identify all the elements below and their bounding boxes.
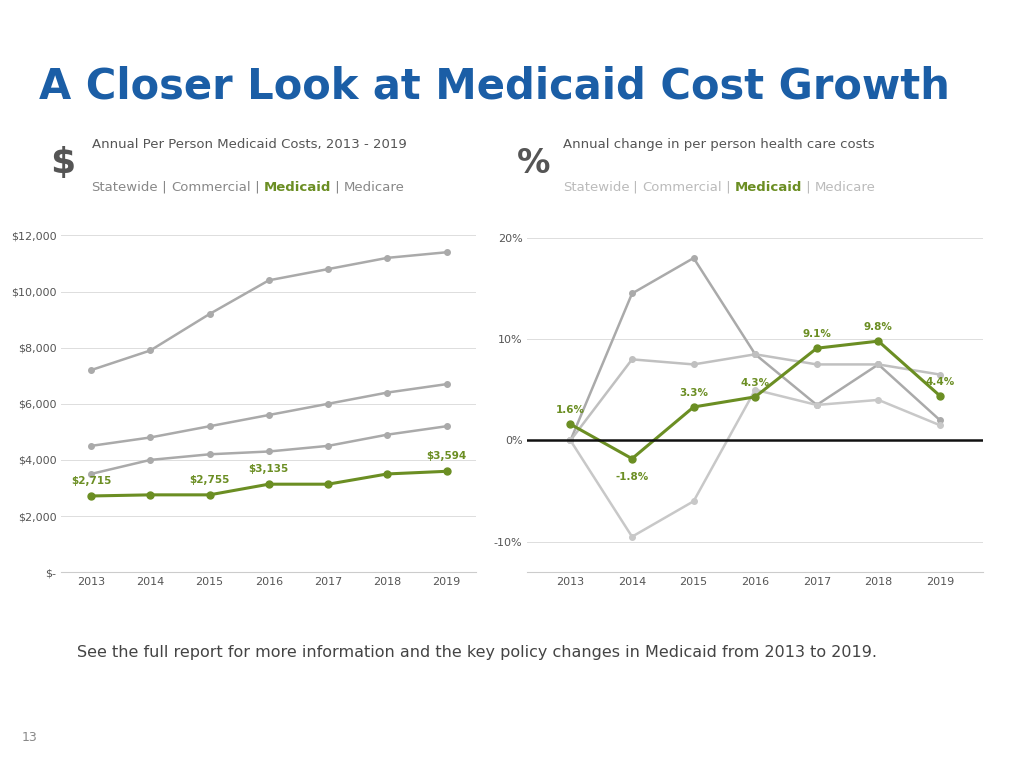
Text: |: | bbox=[722, 181, 735, 194]
Text: 3.3%: 3.3% bbox=[679, 388, 709, 398]
Text: $3,135: $3,135 bbox=[249, 465, 289, 475]
Text: Medicaid: Medicaid bbox=[735, 181, 802, 194]
Text: Medicare: Medicare bbox=[344, 181, 404, 194]
Text: 1.6%: 1.6% bbox=[556, 405, 585, 415]
Text: |: | bbox=[802, 181, 815, 194]
Text: %: % bbox=[516, 147, 550, 180]
Text: Commercial: Commercial bbox=[171, 181, 251, 194]
Text: Medicare: Medicare bbox=[815, 181, 876, 194]
Text: Commercial: Commercial bbox=[642, 181, 722, 194]
Text: 9.8%: 9.8% bbox=[864, 322, 893, 332]
Text: Annual change in per person health care costs: Annual change in per person health care … bbox=[563, 138, 874, 151]
Text: |: | bbox=[159, 181, 171, 194]
Text: 13: 13 bbox=[23, 731, 38, 743]
Text: Medicaid: Medicaid bbox=[263, 181, 331, 194]
Text: |: | bbox=[251, 181, 263, 194]
Text: See the full report for more information and the key policy changes in Medicaid : See the full report for more information… bbox=[77, 645, 877, 660]
Text: Statewide: Statewide bbox=[563, 181, 630, 194]
Text: A Closer Look at Medicaid Cost Growth: A Closer Look at Medicaid Cost Growth bbox=[39, 66, 950, 108]
Text: Annual Per Person Medicaid Costs, 2013 - 2019: Annual Per Person Medicaid Costs, 2013 -… bbox=[91, 138, 407, 151]
Text: $: $ bbox=[50, 147, 75, 180]
Text: 4.4%: 4.4% bbox=[926, 377, 954, 387]
Text: $2,715: $2,715 bbox=[71, 476, 112, 486]
Text: 9.1%: 9.1% bbox=[803, 329, 831, 339]
Text: |: | bbox=[630, 181, 642, 194]
Text: 4.3%: 4.3% bbox=[740, 378, 770, 388]
Text: Statewide: Statewide bbox=[91, 181, 159, 194]
Text: $3,594: $3,594 bbox=[426, 452, 467, 462]
Text: $2,755: $2,755 bbox=[189, 475, 229, 485]
Text: -1.8%: -1.8% bbox=[615, 472, 648, 482]
Text: |: | bbox=[331, 181, 344, 194]
